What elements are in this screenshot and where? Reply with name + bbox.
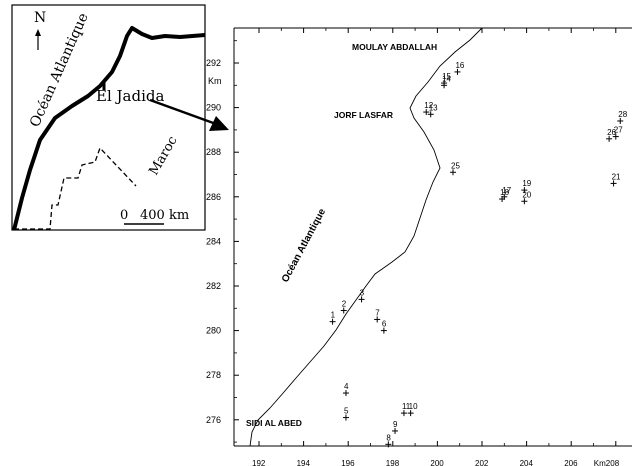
- y-tick-label: 290: [206, 103, 221, 113]
- station-label: 26: [607, 128, 616, 137]
- station-marker: 20: [521, 190, 532, 205]
- station-marker: 3: [358, 288, 365, 303]
- station-label: 18: [500, 188, 509, 197]
- stations-layer: 1234567891011121314151617181920212526272…: [329, 61, 628, 448]
- north-label: N: [34, 10, 46, 26]
- unit-label: Km: [208, 76, 222, 86]
- place-sidi-al-abed: SIDI AL ABED: [246, 418, 302, 428]
- station-label: 1: [331, 311, 336, 320]
- station-label: 15: [442, 72, 451, 81]
- x-tick-label: 206: [564, 459, 578, 466]
- inset-coastline: [12, 26, 206, 231]
- station-marker: 11: [400, 402, 411, 417]
- x-tick-label: 204: [520, 459, 534, 466]
- inset-border: [14, 146, 137, 230]
- station-label: 7: [375, 308, 380, 317]
- y-tick-label: 282: [206, 281, 221, 291]
- place-jorf-lasfar: JORF LASFAR: [334, 110, 393, 120]
- station-marker: 7: [374, 308, 381, 323]
- y-axis-labels: 292 290 288 286 284 282 280 278 276: [206, 58, 221, 425]
- station-label: 5: [344, 407, 349, 416]
- x-axis-labels: 192 194 196 198 200 202 204 206 Km208: [252, 459, 620, 466]
- station-label: 8: [386, 433, 391, 442]
- main-frame: [233, 27, 632, 447]
- x-tick-label: Km208: [594, 459, 620, 466]
- station-label: 25: [451, 161, 460, 170]
- station-label: 10: [409, 402, 418, 411]
- station-marker: 21: [610, 172, 621, 187]
- station-label: 19: [522, 179, 531, 188]
- station-label: 3: [360, 288, 365, 297]
- station-label: 11: [402, 402, 411, 411]
- station-marker: 12: [423, 101, 434, 116]
- station-marker: 19: [521, 179, 532, 194]
- y-tick-label: 292: [206, 58, 221, 68]
- y-tick-label: 286: [206, 192, 221, 202]
- station-marker: 4: [342, 382, 349, 397]
- y-tick-label: 284: [206, 236, 221, 246]
- station-marker: 25: [450, 161, 460, 176]
- station-marker: 1: [329, 311, 336, 325]
- main-ocean-label: Océan Atlantique: [280, 207, 328, 285]
- station-marker: 6: [380, 320, 387, 334]
- inset-coast-detail: [131, 26, 137, 32]
- y-tick-label: 276: [206, 415, 221, 425]
- station-marker: 27: [612, 126, 623, 140]
- station-label: 13: [429, 103, 438, 112]
- inset-map: N Océan Atlantique El Jadida Maroc 0 400…: [11, 4, 206, 231]
- station-label: 20: [522, 190, 531, 199]
- station-marker: 5: [342, 407, 349, 421]
- station-label: 6: [382, 320, 387, 329]
- place-moulay-abdallah: MOULAY ABDALLAH: [352, 42, 437, 52]
- y-tick-label: 280: [206, 326, 221, 336]
- station-label: 4: [344, 382, 349, 391]
- station-label: 21: [612, 172, 621, 181]
- x-tick-label: 196: [341, 459, 355, 466]
- station-marker: 16: [454, 61, 465, 75]
- station-marker: 13: [427, 103, 438, 118]
- pointer-arrow-icon: [149, 98, 229, 131]
- scale-zero: 0: [120, 208, 128, 223]
- station-marker: 18: [499, 188, 510, 203]
- station-marker: 10: [407, 402, 418, 417]
- station-label: 28: [618, 110, 627, 119]
- station-marker: 26: [606, 128, 617, 142]
- station-label: 12: [424, 101, 433, 110]
- inset-city-label: El Jadida: [96, 87, 164, 105]
- station-label: 17: [502, 186, 511, 195]
- station-marker: 2: [340, 300, 347, 314]
- scale-label: 400 km: [140, 208, 189, 223]
- x-tick-label: 194: [297, 459, 311, 466]
- north-arrow-icon: [35, 29, 41, 50]
- station-label: 9: [393, 420, 398, 429]
- x-tick-label: 202: [475, 459, 489, 466]
- station-marker: 15: [441, 72, 452, 87]
- y-tick-label: 278: [206, 370, 221, 380]
- station-marker: 28: [617, 110, 628, 124]
- y-tick-label: 288: [206, 147, 221, 157]
- station-label: 16: [455, 61, 464, 70]
- main-coastline: [249, 27, 483, 447]
- station-label: 14: [442, 74, 451, 83]
- x-tick-label: 200: [430, 459, 444, 466]
- x-tick-label: 192: [252, 459, 266, 466]
- x-tick-label: 198: [386, 459, 400, 466]
- station-marker: 9: [392, 420, 399, 434]
- axis-ticks: [234, 28, 617, 446]
- inset-frame: [11, 4, 206, 231]
- station-label: 27: [614, 126, 623, 135]
- station-marker: 8: [385, 433, 392, 448]
- station-label: 2: [342, 300, 347, 309]
